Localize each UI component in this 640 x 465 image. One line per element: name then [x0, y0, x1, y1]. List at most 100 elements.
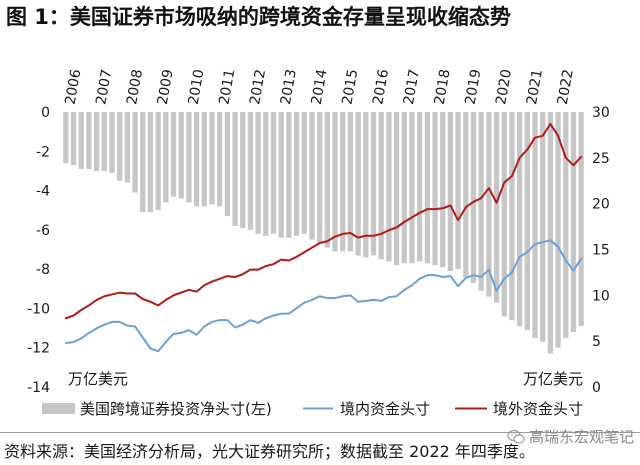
- y-left-tick-label: -4: [36, 184, 50, 200]
- position-lines: [64, 122, 583, 353]
- wechat-icon: [507, 429, 525, 444]
- net-position-bar: [263, 112, 269, 236]
- source-note: 资料来源：美国经济分析局，光大证券研究所；数据截至 2022 年四季度。: [4, 442, 535, 461]
- net-position-bar: [447, 112, 454, 272]
- y-left-tick-label: -2: [36, 144, 50, 160]
- net-position-bar: [424, 112, 430, 264]
- y-left-tick-label: -8: [36, 262, 50, 278]
- net-position-bar: [109, 112, 115, 173]
- y-left-tick-label: 0: [41, 105, 50, 121]
- y-right-tick-label: 10: [592, 288, 610, 304]
- net-position-bar: [563, 112, 569, 338]
- legend-label-domestic: 境内资金头寸: [340, 400, 430, 418]
- x-tick-label: 2016: [370, 68, 392, 106]
- net-position-bar: [209, 112, 215, 205]
- net-position-bar: [347, 112, 354, 252]
- net-position-bar: [117, 112, 123, 181]
- x-tick-label: 2021: [524, 68, 546, 106]
- net-position-bar: [578, 112, 584, 327]
- x-tick-label: 2015: [339, 68, 361, 106]
- net-position-bar: [240, 112, 246, 228]
- net-position-bar: [147, 112, 154, 213]
- x-tick-label: 2012: [247, 68, 269, 106]
- legend-swatch-net-position: [42, 403, 75, 414]
- net-position-bars: [63, 112, 584, 354]
- net-position-bar: [70, 112, 77, 166]
- net-position-bar: [63, 112, 69, 164]
- net-position-bar: [393, 112, 400, 266]
- net-position-bar: [201, 112, 207, 207]
- x-axis-year-labels: 2006 2007 2008 2009 2010 2011 2012 2013 2014 2015…: [63, 68, 577, 106]
- net-position-bar: [247, 112, 254, 230]
- net-position-bar: [493, 112, 500, 303]
- net-position-bar: [309, 112, 315, 240]
- net-position-bar: [409, 112, 415, 264]
- x-tick-label: 2008: [124, 68, 146, 106]
- x-tick-label: 2014: [309, 68, 331, 106]
- net-position-bar: [124, 112, 130, 183]
- net-position-bar: [232, 112, 238, 226]
- net-position-bar: [501, 112, 507, 317]
- net-position-bar: [224, 112, 230, 217]
- net-position-bar: [286, 112, 292, 238]
- net-position-bar: [517, 112, 523, 327]
- y-right-tick-label: 25: [592, 151, 610, 167]
- net-position-bar: [193, 112, 200, 207]
- x-tick-label: 2020: [493, 68, 515, 106]
- net-position-bar: [532, 112, 538, 338]
- y-right-tick-label: 0: [592, 380, 601, 396]
- y-right-tick-label: 20: [592, 197, 610, 213]
- y-right-tick-label: 15: [592, 243, 610, 259]
- net-position-bar: [217, 112, 223, 207]
- right-axis-unit: 万亿美元: [523, 370, 583, 388]
- legend-label-net-position: 美国跨境证券投资净头寸(左): [80, 400, 272, 418]
- net-position-bar: [386, 112, 392, 262]
- net-position-bar: [524, 112, 530, 331]
- x-tick-label: 2011: [216, 68, 238, 106]
- foreign-position-line: [64, 122, 583, 320]
- net-position-bar: [101, 112, 107, 171]
- net-position-bar: [317, 112, 323, 244]
- left-axis-ticks: 0 -2 -4 -6 -8 -10 -12 -14: [27, 105, 50, 396]
- x-tick-label: 2019: [463, 68, 485, 106]
- net-position-bar: [94, 112, 100, 171]
- right-axis-ticks: 30 25 20 15 10 5 0: [592, 105, 610, 396]
- net-position-bar: [478, 112, 484, 291]
- legend-label-foreign: 境外资金头寸: [493, 400, 583, 418]
- x-tick-label: 2007: [93, 68, 115, 106]
- net-position-bar: [455, 112, 461, 270]
- net-position-bar: [255, 112, 261, 234]
- net-position-bar: [324, 112, 330, 248]
- net-position-bar: [132, 112, 138, 193]
- net-position-bar: [355, 112, 361, 256]
- net-position-bar: [78, 112, 84, 169]
- net-position-bar: [178, 112, 184, 199]
- net-position-bar: [570, 112, 577, 332]
- y-right-tick-label: 30: [592, 105, 610, 121]
- net-position-bar: [555, 112, 561, 348]
- watermark-text: 高瑞东宏观笔记: [528, 428, 634, 446]
- net-position-bar: [363, 112, 369, 258]
- net-position-bar: [332, 112, 338, 252]
- net-position-bar: [370, 112, 377, 256]
- y-left-tick-label: -6: [36, 223, 50, 239]
- x-tick-label: 2013: [278, 68, 300, 106]
- y-left-tick-label: -12: [27, 341, 50, 357]
- net-position-bar: [293, 112, 300, 236]
- x-tick-label: 2009: [155, 68, 177, 106]
- net-position-bar: [401, 112, 407, 264]
- net-position-bar: [463, 112, 469, 277]
- net-position-bar: [417, 112, 423, 262]
- net-position-bar: [140, 112, 146, 213]
- net-position-bar: [340, 112, 346, 252]
- net-position-bar: [270, 112, 277, 234]
- x-tick-label: 2010: [186, 68, 208, 106]
- y-left-tick-label: -10: [27, 301, 50, 317]
- x-tick-label: 2022: [555, 68, 577, 106]
- net-position-bar: [432, 112, 438, 266]
- left-axis-unit: 万亿美元: [68, 370, 128, 388]
- x-tick-label: 2017: [401, 68, 423, 106]
- net-position-bar: [163, 112, 169, 203]
- net-position-bar: [509, 112, 515, 321]
